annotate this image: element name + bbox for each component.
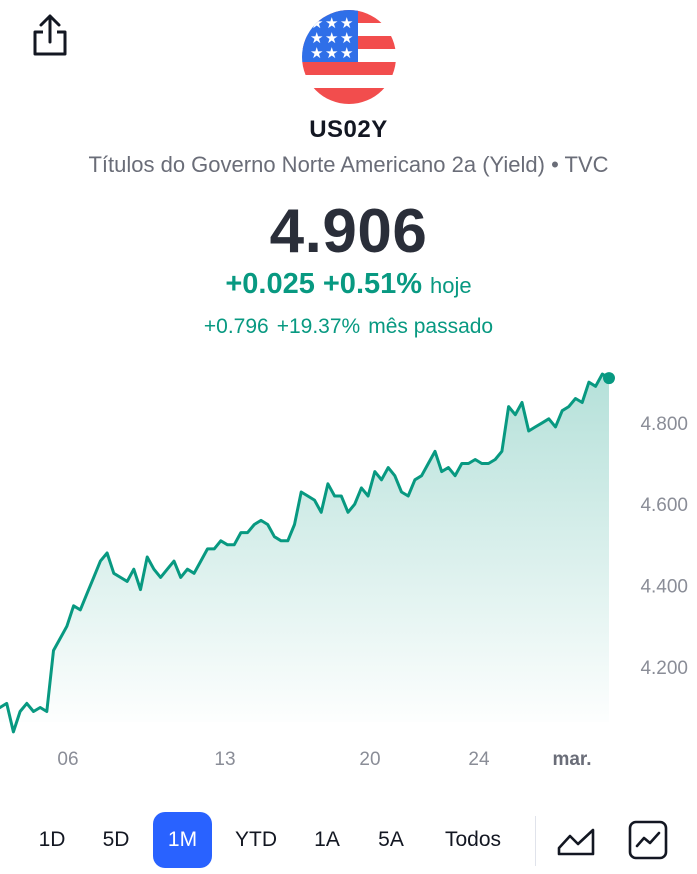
x-tick-label: mar. (552, 749, 591, 770)
compare-button[interactable] (628, 820, 668, 860)
symbol-description: Títulos do Governo Norte Americano 2a (Y… (88, 152, 609, 177)
range-selector: 1D 5D 1M YTD 1A 5A Todos (0, 808, 697, 868)
us-flag-icon: ★ ★ ★ ★ ★ ★ ★ ★ ★ (302, 10, 396, 104)
svg-text:★: ★ (325, 44, 338, 62)
range-ytd[interactable]: YTD (235, 828, 277, 851)
last-price-dot (603, 372, 615, 385)
svg-text:★: ★ (325, 14, 338, 32)
last-price: 4.906 (269, 197, 428, 266)
price-area-fill (0, 374, 609, 732)
price-chart[interactable]: 4.800 4.600 4.400 4.200 06 13 20 24 mar. (0, 360, 697, 780)
svg-text:★: ★ (340, 44, 353, 62)
share-icon (33, 14, 67, 56)
area-chart-icon (557, 828, 595, 856)
svg-text:★: ★ (340, 29, 353, 47)
change-today-value: +0.025 (225, 268, 315, 300)
x-tick-label: 24 (468, 749, 490, 770)
range-5d[interactable]: 5D (102, 828, 130, 851)
y-tick-label: 4.200 (640, 658, 688, 679)
change-month-value: +0.796 (203, 315, 269, 338)
x-tick-label: 20 (359, 749, 380, 770)
change-month-label: mês passado (368, 315, 494, 338)
range-1a[interactable]: 1A (314, 828, 340, 851)
change-today-percent: +0.51% (322, 268, 423, 300)
range-5a[interactable]: 5A (378, 828, 404, 851)
y-tick-label: 4.600 (640, 495, 688, 516)
change-month: +0.796 +19.37% mês passado (0, 315, 697, 339)
range-1d[interactable]: 1D (38, 828, 66, 851)
symbol-title: US02Y (309, 116, 388, 143)
change-today-label: hoje (430, 273, 472, 298)
change-month-percent: +19.37% (276, 315, 361, 338)
x-tick-label: 13 (214, 749, 235, 770)
svg-text:★: ★ (310, 29, 323, 47)
svg-text:★: ★ (340, 14, 353, 32)
range-todos[interactable]: Todos (444, 828, 502, 851)
chart-type-button[interactable] (556, 820, 596, 860)
range-1m[interactable]: 1M (153, 812, 212, 868)
line-chart-icon (628, 820, 668, 860)
svg-text:★: ★ (325, 29, 338, 47)
y-tick-label: 4.800 (640, 414, 688, 435)
range-divider (535, 816, 536, 866)
price-line (0, 372, 611, 734)
change-today: +0.025 +0.51% hoje (0, 268, 697, 301)
svg-text:★: ★ (310, 44, 323, 62)
x-tick-label: 06 (57, 749, 78, 770)
y-tick-label: 4.400 (640, 576, 688, 597)
share-button[interactable] (30, 12, 70, 58)
